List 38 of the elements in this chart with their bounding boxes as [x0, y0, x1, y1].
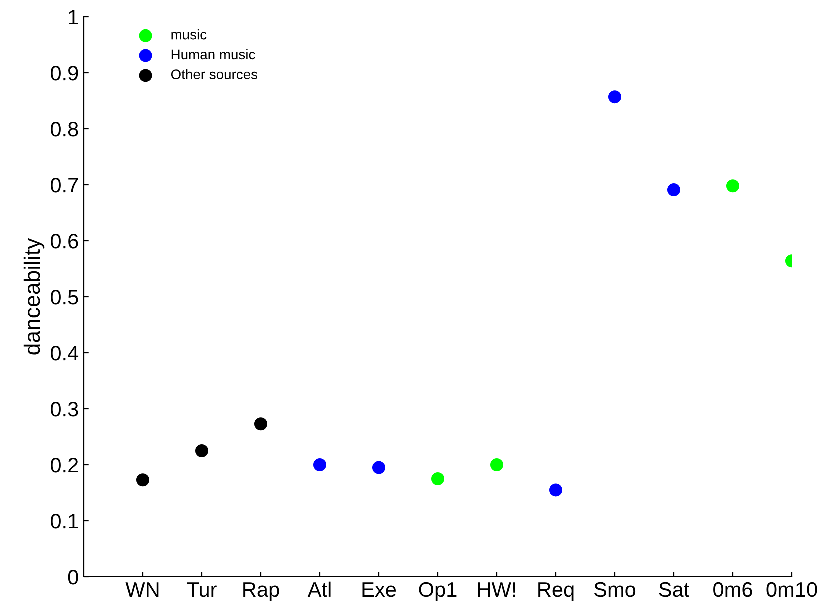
x-tick-label: Rap [244, 582, 280, 602]
point [431, 472, 445, 486]
legend-label: music [172, 30, 207, 40]
x-tick-label: Req [538, 582, 574, 602]
y-tick-label: 0.2 [50, 458, 78, 473]
y-tick-label: 0.6 [50, 234, 78, 249]
point [667, 184, 681, 197]
x-tick-label: Atl [308, 582, 331, 598]
y-tick-label: 0.9 [50, 66, 78, 81]
y-tick-label: 0.7 [50, 178, 78, 193]
x-tick-label: Exe [362, 582, 396, 598]
point [313, 458, 327, 472]
point [608, 90, 622, 104]
y-tick-label: 0.3 [50, 402, 78, 417]
point [195, 444, 209, 458]
y-tick-label: 0 [68, 570, 78, 585]
y-tick-label: 0.8 [50, 122, 78, 137]
legend-label: Other sources [171, 69, 258, 80]
x-tick-label: 0m10 [766, 582, 818, 598]
x-tick-label: HW! [478, 582, 516, 597]
point [549, 484, 563, 497]
y-tick-label: 1 [69, 10, 78, 25]
legend-label: Human music [172, 49, 256, 60]
point [136, 474, 150, 487]
x-tick-label: WN [126, 582, 159, 597]
point [490, 458, 504, 472]
x-tick-label: Sat [659, 582, 690, 598]
y-tick-label: 0.5 [50, 290, 78, 305]
x-tick-label: Op1 [419, 582, 457, 602]
y-tick-label: 0.1 [50, 514, 78, 529]
x-tick-label: Smo [594, 582, 636, 598]
y-tick-label: 0.4 [50, 346, 79, 361]
y-axis-title: danceability [24, 238, 45, 355]
x-tick-label: Tur [187, 582, 217, 598]
point [254, 418, 268, 431]
point [726, 180, 740, 193]
x-tick-label: 0m6 [714, 582, 752, 598]
point [372, 461, 386, 474]
